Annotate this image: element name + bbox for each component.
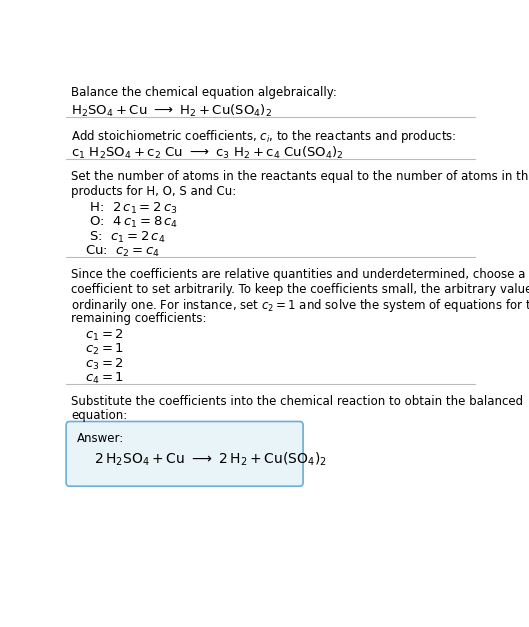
Text: Add stoichiometric coefficients, $c_i$, to the reactants and products:: Add stoichiometric coefficients, $c_i$, … xyxy=(71,128,457,145)
Text: coefficient to set arbitrarily. To keep the coefficients small, the arbitrary va: coefficient to set arbitrarily. To keep … xyxy=(71,283,529,295)
Text: Answer:: Answer: xyxy=(77,432,124,445)
Text: Set the number of atoms in the reactants equal to the number of atoms in the: Set the number of atoms in the reactants… xyxy=(71,170,529,183)
FancyBboxPatch shape xyxy=(66,421,303,486)
Text: $c_2 = 1$: $c_2 = 1$ xyxy=(85,342,124,357)
Text: $\mathrm{c_1\ H_2SO_4 + c_2\ Cu \ \longrightarrow \ c_3\ H_2 + c_4\ Cu(SO_4)_2}$: $\mathrm{c_1\ H_2SO_4 + c_2\ Cu \ \longr… xyxy=(71,145,344,161)
Text: equation:: equation: xyxy=(71,409,127,423)
Text: H: $\ 2\,c_1 = 2\,c_3$: H: $\ 2\,c_1 = 2\,c_3$ xyxy=(85,201,177,216)
Text: $\mathrm{H_2SO_4 + Cu \ \longrightarrow \ H_2 + Cu(SO_4)_2}$: $\mathrm{H_2SO_4 + Cu \ \longrightarrow … xyxy=(71,103,272,119)
Text: $c_1 = 2$: $c_1 = 2$ xyxy=(85,327,123,342)
Text: $c_4 = 1$: $c_4 = 1$ xyxy=(85,371,124,386)
Text: ordinarily one. For instance, set $c_2 = 1$ and solve the system of equations fo: ordinarily one. For instance, set $c_2 =… xyxy=(71,297,529,314)
Text: Substitute the coefficients into the chemical reaction to obtain the balanced: Substitute the coefficients into the che… xyxy=(71,395,523,408)
Text: products for H, O, S and Cu:: products for H, O, S and Cu: xyxy=(71,184,236,198)
Text: remaining coefficients:: remaining coefficients: xyxy=(71,312,206,325)
Text: $c_3 = 2$: $c_3 = 2$ xyxy=(85,356,123,372)
Text: O: $\ 4\,c_1 = 8\,c_4$: O: $\ 4\,c_1 = 8\,c_4$ xyxy=(85,215,178,230)
Text: Balance the chemical equation algebraically:: Balance the chemical equation algebraica… xyxy=(71,86,337,99)
Text: Cu: $\ c_2 = c_4$: Cu: $\ c_2 = c_4$ xyxy=(85,244,160,259)
Text: $\mathrm{2\,H_2SO_4 + Cu \ \longrightarrow \ 2\,H_2 + Cu(SO_4)_2}$: $\mathrm{2\,H_2SO_4 + Cu \ \longrightarr… xyxy=(94,451,327,468)
Text: Since the coefficients are relative quantities and underdetermined, choose a: Since the coefficients are relative quan… xyxy=(71,268,525,281)
Text: S: $\ c_1 = 2\,c_4$: S: $\ c_1 = 2\,c_4$ xyxy=(85,229,165,245)
